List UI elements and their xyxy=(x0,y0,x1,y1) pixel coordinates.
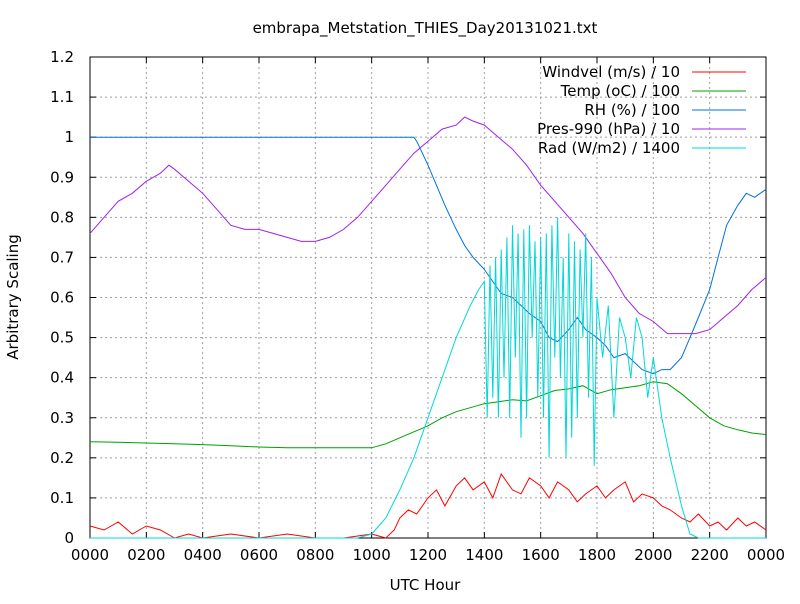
y-tick-label: 0.7 xyxy=(50,248,74,266)
x-tick-label: 0600 xyxy=(240,546,278,564)
x-tick-label: 1800 xyxy=(578,546,616,564)
series-line-2 xyxy=(90,136,767,375)
x-tick-label: 0000 xyxy=(747,546,785,564)
legend-label-4: Rad (W/m2) / 1400 xyxy=(538,139,680,157)
x-tick-label: 0400 xyxy=(184,546,222,564)
x-tick-label: 1600 xyxy=(522,546,560,564)
y-tick-label: 0.6 xyxy=(50,289,74,307)
axes-layer: 0000 0200 0400 0600 0800 1000 1200 1400 1600 1800… xyxy=(50,48,785,564)
y-tick-label: 1.1 xyxy=(50,88,74,106)
series-line-3 xyxy=(89,116,767,335)
y-tick-label: 0.4 xyxy=(50,369,74,387)
y-tick-label: 0.9 xyxy=(50,168,74,186)
x-axis-label: UTC Hour xyxy=(390,576,461,594)
x-tick-label: 0200 xyxy=(127,546,165,564)
y-tick-label: 0.8 xyxy=(50,208,74,226)
x-tick-label: 0800 xyxy=(296,546,334,564)
legend-label-3: Pres-990 (hPa) / 10 xyxy=(537,120,680,138)
y-tick-label: 0 xyxy=(64,529,74,547)
y-tick-label: 0.3 xyxy=(50,409,74,427)
legend-label-1: Temp (oC) / 100 xyxy=(560,82,680,100)
series-line-0 xyxy=(89,472,767,539)
legend-label-2: RH (%) / 100 xyxy=(584,101,680,119)
chart-title: embrapa_Metstation_THIES_Day20131021.txt xyxy=(253,19,598,38)
y-tick-label: 0.1 xyxy=(50,489,74,507)
x-tick-label: 1000 xyxy=(353,546,391,564)
y-tick-label: 1.2 xyxy=(50,48,74,66)
legend-label-0: Windvel (m/s) / 10 xyxy=(542,63,680,81)
y-axis-label: Arbitrary Scaling xyxy=(4,234,22,360)
x-tick-label: 2200 xyxy=(691,546,729,564)
y-tick-label: 1 xyxy=(64,128,74,146)
x-tick-label: 1200 xyxy=(409,546,447,564)
x-tick-label: 2000 xyxy=(634,546,672,564)
series-line-4 xyxy=(90,217,766,539)
series-layer xyxy=(89,116,767,539)
y-tick-label: 0.5 xyxy=(50,329,74,347)
x-tick-label: 1400 xyxy=(465,546,503,564)
y-tick-label: 0.2 xyxy=(50,449,74,467)
x-tick-label: 0000 xyxy=(71,546,109,564)
